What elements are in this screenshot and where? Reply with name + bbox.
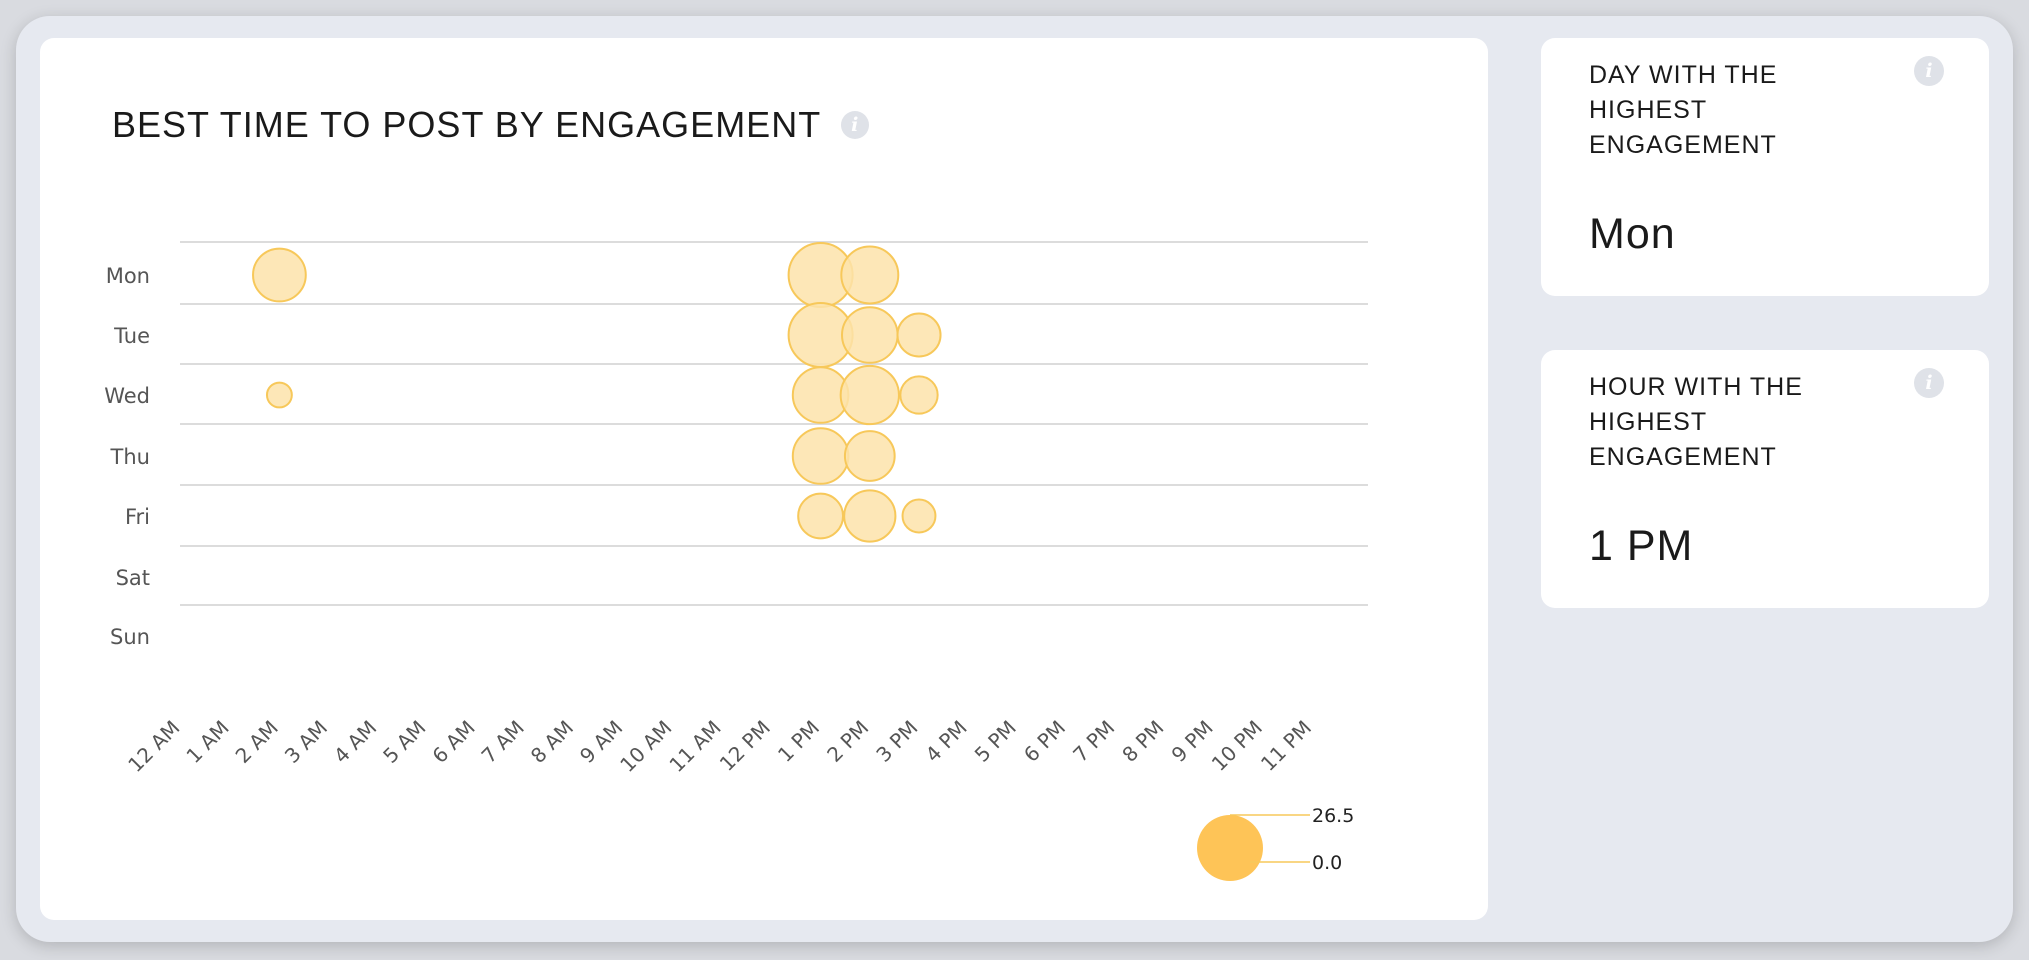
hour-highest-engagement-card: HOUR WITH THE HIGHEST ENGAGEMENT i 1 PM (1541, 350, 1989, 608)
hour-label-4-pm: 4 PM (921, 716, 972, 767)
day-highest-engagement-card: DAY WITH THE HIGHEST ENGAGEMENT i Mon (1541, 38, 1989, 296)
hour-label-2-pm: 2 PM (822, 716, 873, 767)
bubble-tue-2-pm (841, 306, 899, 364)
bubble-fri-2-pm (843, 489, 897, 543)
day-card-label: DAY WITH THE HIGHEST ENGAGEMENT (1589, 61, 1778, 159)
day-label-fri: Fri (125, 505, 150, 529)
day-card-value: Mon (1589, 210, 1676, 258)
hour-card-value: 1 PM (1589, 522, 1694, 570)
day-label-sun: Sun (110, 625, 150, 649)
bubble-wed-2-am (265, 381, 293, 409)
bubble-tue-3-pm (896, 312, 942, 358)
best-time-chart-card: BEST TIME TO POST BY ENGAGEMENT i Mon Tue… (40, 38, 1488, 920)
hour-label-8-am: 8 AM (526, 716, 578, 768)
hour-label-5-pm: 5 PM (970, 716, 1021, 767)
day-label-mon: Mon (106, 264, 150, 288)
hour-label-1-am: 1 AM (181, 716, 233, 768)
hour-label-6-am: 6 AM (427, 716, 479, 768)
bubble-fri-3-pm (901, 498, 937, 534)
chart-title-text: BEST TIME TO POST BY ENGAGEMENT (112, 104, 822, 145)
hour-label-11-am: 11 AM (664, 716, 725, 777)
hour-label-3-am: 3 AM (280, 716, 332, 768)
size-legend-min-label: 0.0 (1312, 852, 1342, 874)
hour-label-1-pm: 1 PM (773, 716, 824, 767)
day-label-tue: Tue (113, 324, 150, 348)
info-icon[interactable]: i (841, 111, 870, 139)
hour-label-12-pm: 12 PM (715, 716, 775, 776)
day-label-wed: Wed (104, 384, 150, 408)
hour-label-6-pm: 6 PM (1019, 716, 1070, 767)
hour-label-11-pm: 11 PM (1256, 716, 1316, 776)
hour-label-10-am: 10 AM (615, 716, 676, 777)
day-label-thu: Thu (110, 445, 150, 469)
hour-label-4-am: 4 AM (329, 716, 381, 768)
bubble-mon-2-am (252, 247, 307, 303)
day-label-sat: Sat (116, 566, 150, 590)
bubble-wed-3-pm (899, 375, 939, 415)
hour-card-label: HOUR WITH THE HIGHEST ENGAGEMENT (1589, 373, 1803, 471)
hour-label-7-am: 7 AM (477, 716, 529, 768)
bubble-mon-2-pm (840, 245, 900, 305)
hour-label-12-am: 12 AM (123, 716, 184, 777)
hour-label-3-pm: 3 PM (871, 716, 922, 767)
bubble-thu-2-pm (843, 430, 896, 482)
hour-label-8-pm: 8 PM (1117, 716, 1168, 767)
chart-title: BEST TIME TO POST BY ENGAGEMENT i (112, 104, 870, 146)
size-legend-max-label: 26.5 (1312, 805, 1354, 827)
hour-label-10-pm: 10 PM (1207, 716, 1267, 776)
hour-label-7-pm: 7 PM (1068, 716, 1119, 767)
bubble-thu-1-pm (791, 427, 850, 485)
info-icon[interactable]: i (1914, 368, 1944, 398)
hour-label-2-am: 2 AM (231, 716, 283, 768)
size-legend-bubble (1197, 815, 1263, 881)
hour-label-5-am: 5 AM (378, 716, 430, 768)
bubble-wed-2-pm (839, 364, 900, 426)
bubble-fri-1-pm (797, 492, 845, 540)
info-icon[interactable]: i (1914, 56, 1944, 86)
